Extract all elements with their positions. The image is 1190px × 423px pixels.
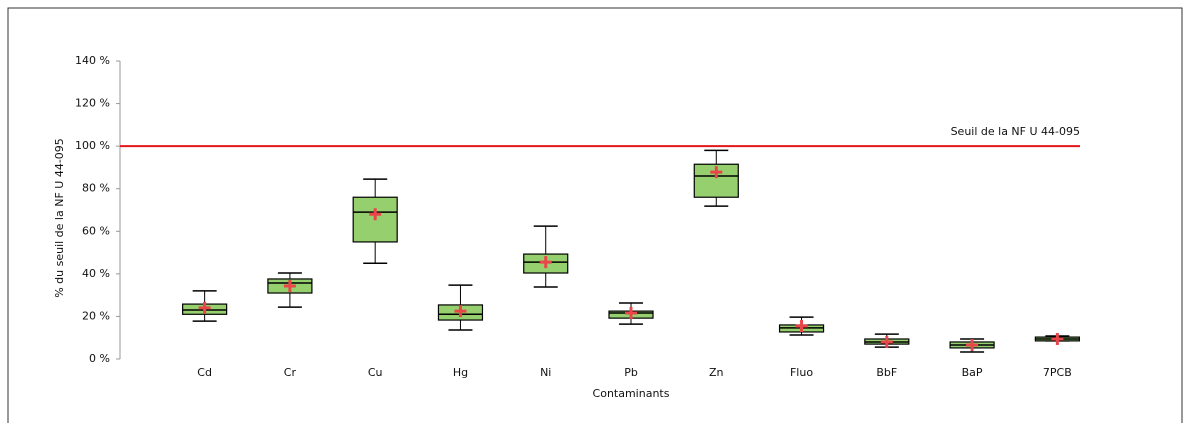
x-tick-label: Zn [709,366,724,379]
mean-marker [966,338,979,351]
x-tick-label: BaP [962,366,983,379]
x-tick-label: 7PCB [1043,366,1072,379]
mean-marker [710,166,723,179]
mean-marker [880,335,893,348]
x-tick-label: BbF [876,366,897,379]
mean-marker [369,208,382,221]
y-tick-label: 60 % [82,224,110,237]
y-tick-label: 20 % [82,309,110,322]
x-tick-label: Pb [624,366,638,379]
threshold-label: Seuil de la NF U 44-095 [951,125,1080,138]
box [352,196,398,243]
y-tick-label: 100 % [75,139,110,152]
x-tick-label: Cu [368,366,383,379]
y-tick-label: 0 % [89,352,110,365]
mean-marker [625,307,637,320]
x-tick-label: Hg [453,366,468,379]
x-tick-label: Cd [197,366,212,379]
y-tick-label: 140 % [75,54,110,67]
mean-marker [1051,332,1064,345]
frame [7,7,1183,423]
x-tick-label: Ni [540,366,551,379]
mean-marker [198,301,211,314]
mean-marker [454,305,467,318]
x-tick-label: Fluo [790,366,813,379]
y-axis-label: % du seuil de la NF U 44-095 [53,138,66,298]
y-tick-label: 120 % [75,97,110,110]
y-tick-label: 40 % [82,267,110,280]
x-tick-label: Cr [284,366,297,379]
y-tick-label: 80 % [82,182,110,195]
mean-marker [539,256,552,269]
mean-marker [283,279,296,292]
x-axis-label: Contaminants [593,387,670,400]
mean-marker [795,320,808,333]
